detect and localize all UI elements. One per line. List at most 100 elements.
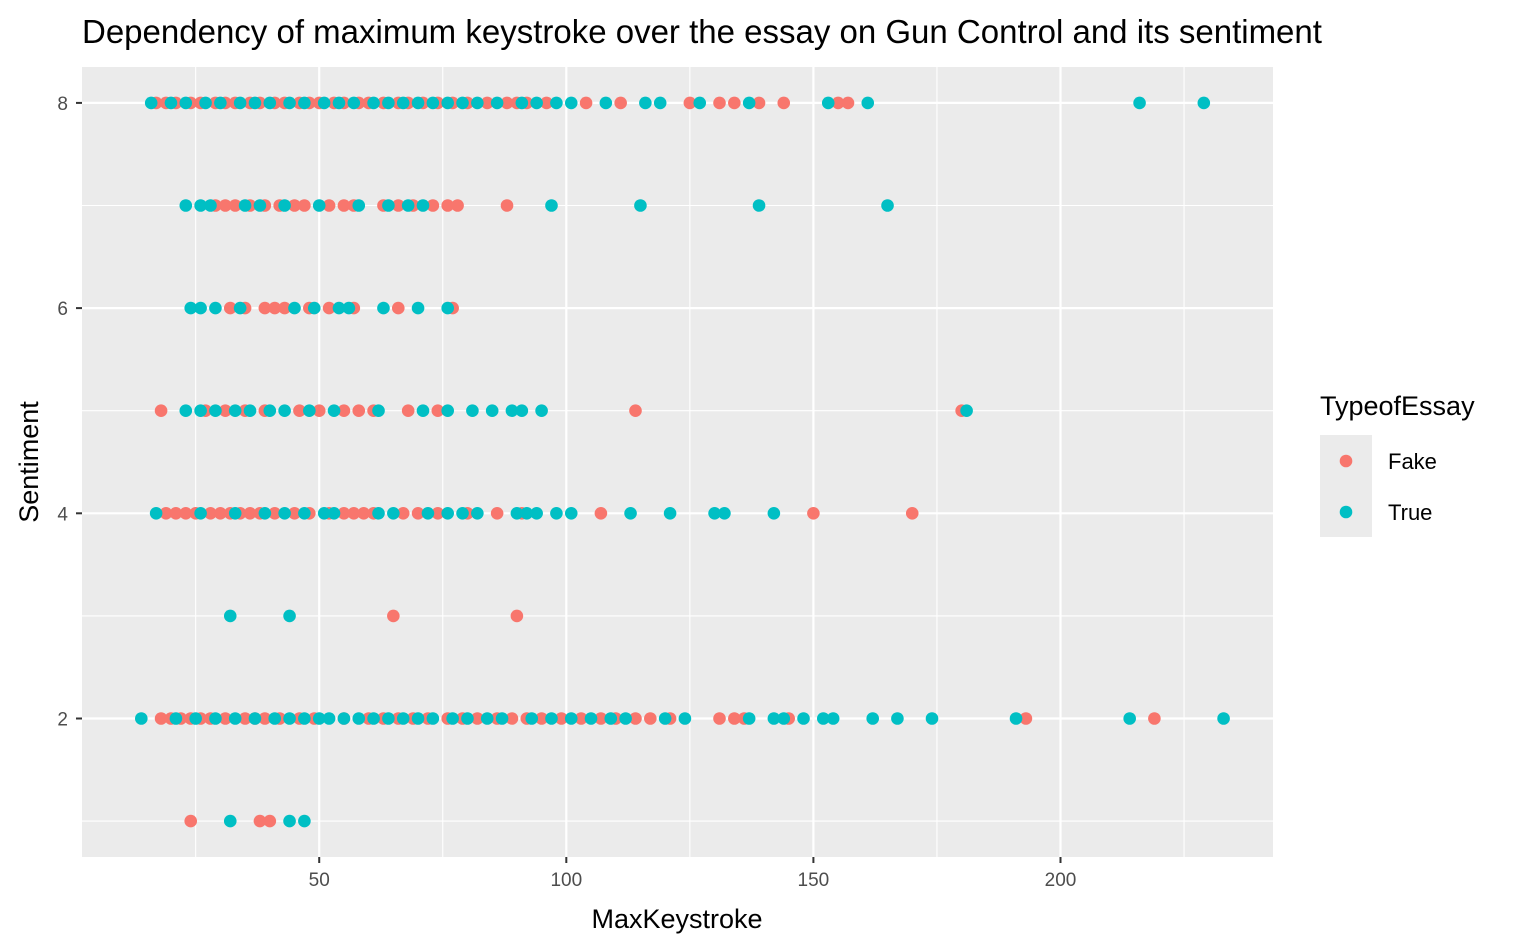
point-true [708, 506, 721, 520]
point-true [209, 301, 222, 315]
point-true [228, 404, 242, 418]
y-axis-title: Sentiment [14, 401, 44, 523]
point-true [248, 96, 262, 110]
point-true [861, 96, 875, 110]
point-true [604, 712, 618, 725]
point-fake [387, 609, 400, 623]
point-fake [268, 301, 282, 315]
point-fake [752, 96, 766, 110]
chart-title: Dependency of maximum keystroke over the… [82, 13, 1322, 50]
x-axis-title: MaxKeystroke [591, 904, 762, 934]
point-true [411, 96, 425, 110]
point-fake [278, 301, 291, 315]
point-true [421, 506, 435, 520]
point-true [194, 199, 207, 212]
point-true [283, 609, 296, 623]
point-true [382, 712, 395, 725]
point-true [1133, 96, 1146, 110]
point-true [238, 199, 252, 212]
point-fake [510, 609, 524, 623]
point-fake [713, 96, 726, 110]
point-true [228, 712, 242, 725]
point-fake [337, 199, 351, 212]
point-true [530, 506, 543, 520]
point-true [258, 506, 272, 520]
point-true [678, 712, 692, 725]
point-true [332, 301, 346, 315]
x-tick-label: 100 [550, 870, 582, 891]
point-fake [268, 506, 282, 520]
point-true [1009, 712, 1023, 725]
point-true [144, 96, 158, 110]
point-true [564, 712, 578, 725]
point-true [283, 814, 296, 828]
point-true [416, 199, 430, 212]
point-fake [288, 199, 301, 212]
point-fake [357, 506, 370, 520]
point-true [382, 199, 395, 212]
point-true [530, 96, 543, 110]
point-true [322, 712, 336, 725]
point-fake [228, 199, 242, 212]
data-points [135, 96, 1230, 828]
point-true [639, 96, 652, 110]
point-fake [594, 506, 608, 520]
point-true [253, 199, 267, 212]
point-fake [431, 404, 445, 418]
point-true [189, 712, 202, 725]
point-true [584, 712, 598, 725]
legend-title: TypeofEssay [1320, 391, 1475, 421]
point-true [396, 712, 410, 725]
x-tick-label: 50 [309, 870, 330, 891]
point-true [169, 712, 183, 725]
point-true [545, 199, 558, 212]
point-true [777, 712, 791, 725]
point-true [298, 712, 311, 725]
point-true [742, 712, 756, 725]
point-fake [728, 96, 741, 110]
point-fake [258, 301, 272, 315]
point-true [471, 506, 484, 520]
point-fake [253, 814, 267, 828]
point-true [718, 506, 731, 520]
point-true [307, 301, 321, 315]
point-fake [490, 506, 504, 520]
point-true [441, 96, 455, 110]
point-true [223, 609, 237, 623]
point-fake [500, 96, 514, 110]
point-fake [644, 712, 657, 725]
point-true [480, 712, 494, 725]
point-true [925, 712, 939, 725]
point-true [485, 404, 499, 418]
y-tick-label: 8 [57, 94, 68, 115]
point-true [135, 712, 148, 725]
point-true [347, 96, 361, 110]
point-true [298, 96, 311, 110]
point-fake [555, 712, 568, 725]
point-fake [337, 404, 351, 418]
point-true [599, 96, 613, 110]
point-true [288, 301, 301, 315]
x-tick-label: 150 [798, 870, 830, 891]
point-fake [396, 506, 410, 520]
point-true [317, 506, 331, 520]
legend-label-true: True [1388, 500, 1432, 525]
point-fake [159, 506, 173, 520]
point-true [411, 301, 425, 315]
point-true [179, 96, 193, 110]
point-fake [905, 506, 919, 520]
point-true [179, 199, 193, 212]
point-true [184, 301, 198, 315]
point-fake [347, 506, 361, 520]
point-fake [337, 506, 351, 520]
point-fake [322, 199, 336, 212]
point-fake [391, 199, 405, 212]
point-true [283, 96, 296, 110]
point-fake [540, 96, 553, 110]
point-true [268, 712, 282, 725]
point-true [396, 96, 410, 110]
point-true [456, 96, 469, 110]
point-true [960, 404, 973, 418]
point-true [411, 712, 425, 725]
